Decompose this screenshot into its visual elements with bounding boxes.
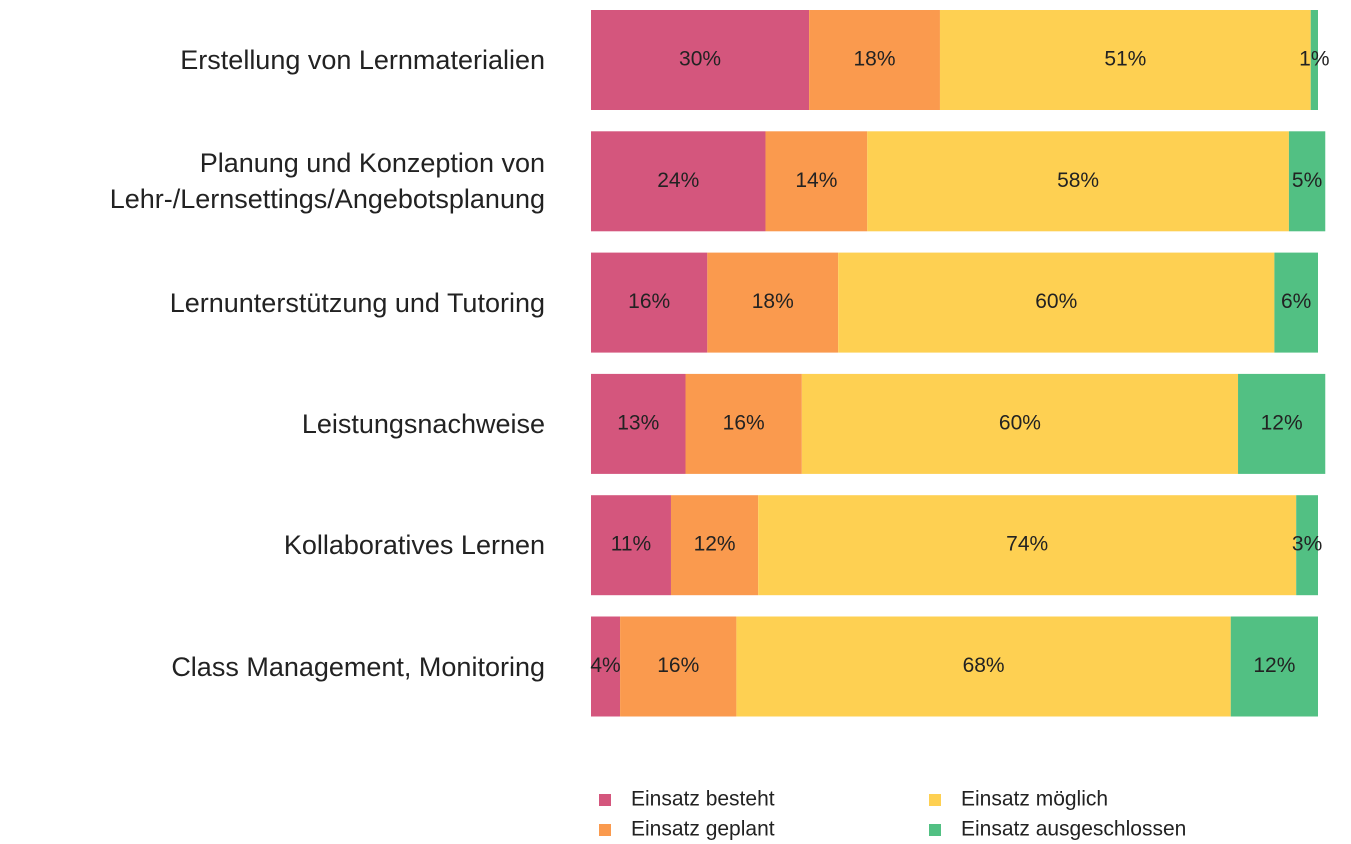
legend-label: Einsatz ausgeschlossen (961, 818, 1186, 841)
value-label: 16% (628, 290, 670, 313)
legend-label: Einsatz geplant (631, 818, 775, 841)
bar-segment (801, 373, 1239, 474)
value-label: 11% (611, 533, 651, 556)
bar-segment (758, 495, 1297, 596)
value-label: 74% (1006, 533, 1048, 556)
value-label: 12% (1253, 654, 1295, 677)
value-label: 4% (590, 654, 620, 677)
legend-swatch (929, 794, 941, 806)
bar-segment (765, 131, 868, 232)
legend-swatch (599, 794, 611, 806)
value-label: 1% (1299, 48, 1329, 71)
bar-segment (591, 131, 766, 232)
category-label: Erstellung von Lernmaterialien (180, 45, 545, 75)
value-label: 18% (854, 48, 896, 71)
value-label: 13% (617, 411, 659, 434)
value-label: 68% (963, 654, 1005, 677)
value-label: 24% (657, 169, 699, 192)
value-label: 6% (1281, 290, 1311, 313)
bar-segment (591, 495, 671, 596)
value-label: 60% (1035, 290, 1077, 313)
value-label: 18% (752, 290, 794, 313)
bar-segment (1296, 495, 1318, 596)
value-label: 16% (723, 411, 765, 434)
category-label: Class Management, Monitoring (171, 651, 545, 682)
value-label: 3% (1292, 533, 1322, 556)
bar-segment (1230, 616, 1318, 717)
bar-segment (591, 616, 621, 717)
bar-segment (591, 10, 810, 110)
value-label: 5% (1292, 169, 1322, 192)
bar-segment (670, 495, 759, 596)
value-label: 30% (679, 48, 721, 71)
legend-label: Einsatz möglich (961, 788, 1108, 811)
bar-segment (939, 10, 1311, 110)
bar-segment (591, 373, 686, 474)
bar-segment (620, 616, 737, 717)
legend-swatch (929, 824, 941, 836)
value-label: 60% (999, 411, 1041, 434)
bar-segment (1288, 131, 1326, 232)
bar-segment (707, 252, 839, 353)
bar-segment (809, 10, 940, 110)
bar-segment (685, 373, 802, 474)
category-label: Kollaboratives Lernen (283, 530, 545, 561)
legend-label: Einsatz besteht (631, 788, 775, 811)
bar-segment (838, 252, 1275, 353)
bar-segment (736, 616, 1231, 717)
category-label: Leistungsnachweise (301, 408, 545, 439)
value-label: 58% (1057, 169, 1099, 192)
bar-segment (1274, 252, 1318, 353)
category-label: Planung und Konzeption von Lehr-/Lernset… (109, 148, 545, 215)
bar-segment (591, 252, 708, 353)
value-label: 12% (694, 533, 736, 556)
legend-swatch (599, 824, 611, 836)
value-label: 51% (1104, 48, 1146, 71)
bar-segment (1238, 373, 1326, 474)
category-label: Lernunterstützung und Tutoring (169, 287, 545, 318)
value-label: 14% (795, 169, 837, 192)
value-label: 12% (1261, 411, 1303, 434)
bar-segment (1310, 10, 1318, 110)
value-label: 16% (657, 654, 699, 677)
bar-segment (867, 131, 1289, 232)
